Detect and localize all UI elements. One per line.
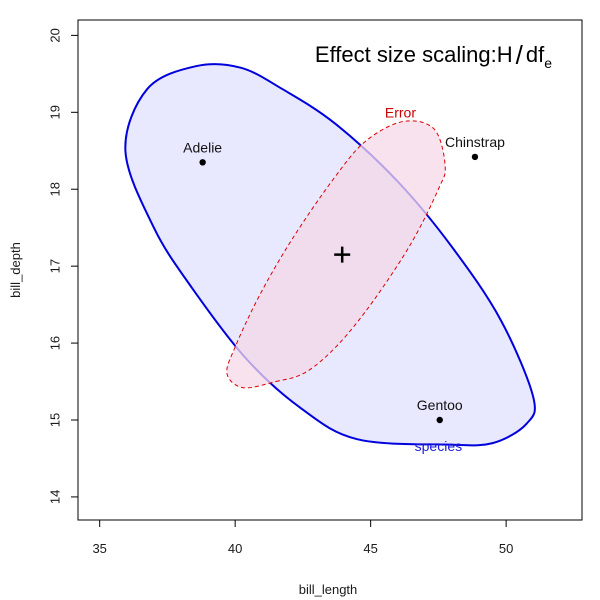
title-slash: / [516, 40, 524, 70]
error-ellipse-label: Error [385, 105, 416, 121]
y-axis-label: bill_depth [8, 242, 23, 298]
x-tick-label: 45 [363, 541, 377, 556]
y-axis: 14 15 16 17 18 19 20 [47, 28, 78, 504]
gentoo-point-label: Gentoo [417, 397, 463, 413]
y-tick-label: 20 [47, 28, 62, 42]
title-h: H [497, 42, 513, 67]
y-tick-label: 16 [47, 336, 62, 350]
plot-frame [77, 19, 583, 521]
chinstrap-point [471, 153, 479, 161]
adelie-point [199, 159, 206, 166]
x-axis: 35 40 45 50 [92, 520, 513, 556]
y-tick-label: 14 [47, 490, 62, 504]
title-prefix: Effect size scaling: [315, 42, 497, 67]
x-axis-label: bill_length [299, 582, 358, 597]
chinstrap-point-label: Chinstrap [445, 134, 505, 150]
y-tick-label: 15 [47, 413, 62, 427]
title-df: df [526, 42, 545, 67]
adelie-point-label: Adelie [183, 139, 222, 155]
x-tick-label: 40 [228, 541, 242, 556]
ellipse-layer: species Error [124, 63, 536, 454]
species-ellipse-label: species [415, 438, 462, 454]
center-marker [334, 246, 351, 263]
y-tick-label: 17 [47, 259, 62, 273]
x-tick-label: 50 [499, 541, 513, 556]
y-tick-label: 18 [47, 182, 62, 196]
point-layer: Adelie Chinstrap Gentoo [183, 134, 505, 424]
gentoo-point [436, 416, 443, 424]
title-subscript: e [544, 55, 552, 71]
x-tick-label: 35 [92, 541, 106, 556]
chart-title: Effect size scaling:H / dfe [315, 40, 552, 71]
y-tick-label: 19 [47, 105, 62, 119]
